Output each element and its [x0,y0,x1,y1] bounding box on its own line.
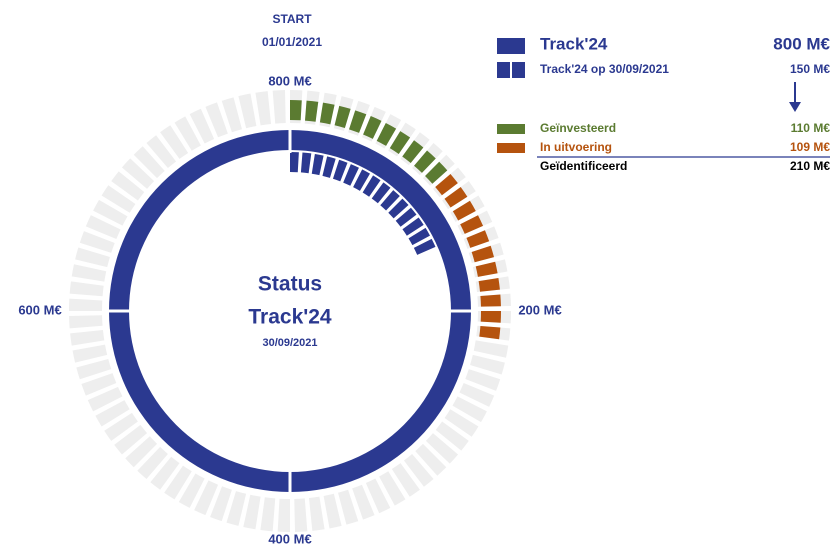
legend-swatch [497,124,525,134]
legend-swatch [497,38,525,54]
center-date: 30/09/2021 [262,337,317,349]
legend-label: Geïnvesteerd [540,121,616,135]
start-label: START [272,12,312,26]
legend-value: 109 M€ [790,140,830,154]
status-segments [290,100,448,184]
legend-value: 110 M€ [791,121,831,135]
center-title: Status [258,273,322,296]
tick-label: 800 M€ [268,73,311,88]
start-date: 01/01/2021 [262,35,322,49]
legend-swatch [497,143,525,153]
total-label: Geïdentificeerd [540,159,627,173]
center-title: Track'24 [248,306,332,329]
tick-label: 600 M€ [18,302,61,317]
legend-label: Track'24 [540,34,608,53]
tick-label: 400 M€ [268,531,311,546]
legend-value: 800 M€ [773,34,830,53]
status-segments [435,173,501,340]
total-value: 210 M€ [790,159,830,173]
legend-label: Track'24 op 30/09/2021 [540,62,669,76]
legend-swatch [497,62,510,78]
rings [69,90,511,532]
progress-segments [290,152,436,255]
legend-value: 150 M€ [790,62,830,76]
legend-label: In uitvoering [540,140,612,154]
arrow-head [789,102,801,112]
tick-label: 200 M€ [518,302,561,317]
legend-swatch [512,62,525,78]
